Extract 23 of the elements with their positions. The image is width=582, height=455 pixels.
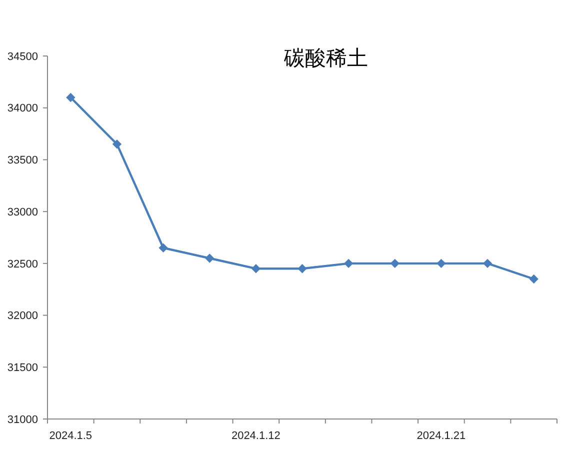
point [205, 254, 214, 263]
x-tick-label: 2024.1.5 [49, 430, 92, 442]
x-tick-label: 2024.1.12 [231, 430, 280, 442]
x-tick-label: 2024.1.21 [416, 430, 466, 442]
y-tick-label: 31500 [7, 362, 38, 374]
point [158, 243, 168, 252]
point [482, 258, 492, 268]
y-tick-label: 34500 [7, 50, 38, 63]
point [66, 92, 76, 102]
point [251, 264, 261, 274]
point [344, 258, 354, 268]
point [529, 274, 538, 284]
y-tick-label: 31000 [7, 414, 38, 426]
y-tick-label: 32000 [7, 310, 38, 322]
y-tick-label: 34000 [7, 102, 38, 115]
point [298, 264, 307, 274]
y-tick-label: 33500 [7, 154, 38, 167]
y-tick-label: 33000 [7, 206, 38, 218]
y-tick-label: 32500 [7, 258, 38, 270]
chart-title: 碳酸稀土 [283, 46, 368, 70]
point [390, 258, 400, 268]
point [112, 140, 122, 149]
point [436, 258, 446, 268]
